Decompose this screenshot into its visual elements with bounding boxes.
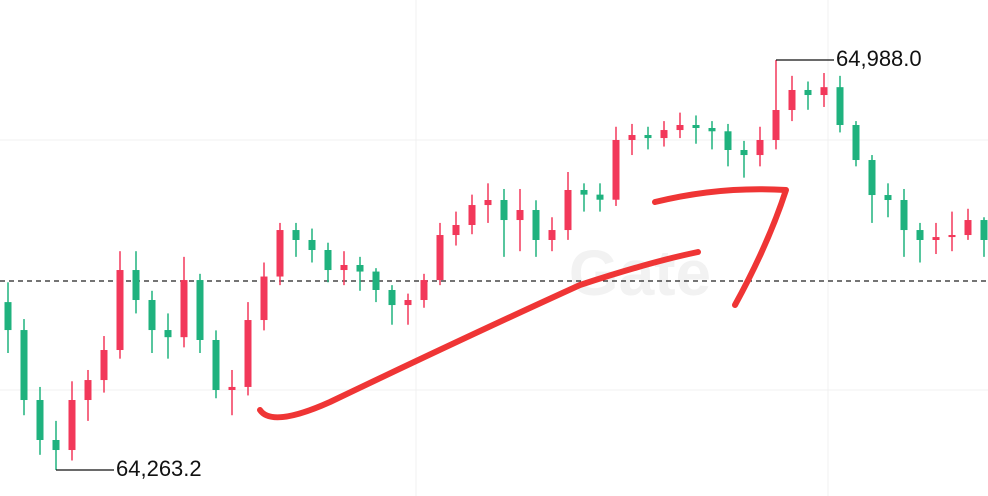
candle-body — [772, 110, 780, 140]
candle-body — [372, 271, 380, 290]
annotation-label: 64,263.2 — [116, 456, 202, 481]
candle-body — [644, 135, 652, 139]
candle-body — [500, 200, 508, 221]
candle-body — [468, 205, 476, 226]
candle-body — [340, 264, 348, 271]
candle-body — [260, 276, 268, 321]
candle-body — [228, 386, 236, 391]
candle-body — [244, 320, 252, 387]
candle-body — [932, 237, 940, 240]
candle-body — [660, 130, 668, 139]
annotation-label: 64,988.0 — [836, 46, 922, 71]
candle-body — [516, 210, 524, 221]
candle-body — [20, 330, 28, 401]
candle-body — [964, 220, 972, 236]
candle-body — [164, 330, 172, 338]
candle-body — [820, 87, 828, 96]
candle-body — [276, 230, 284, 277]
candle-body — [724, 131, 732, 151]
candle-body — [740, 150, 748, 156]
candle-body — [452, 225, 460, 236]
candle-body — [36, 400, 44, 441]
candle-body — [356, 264, 364, 272]
candle-body — [788, 89, 796, 111]
watermark: Gate — [569, 237, 711, 309]
drawn-arrow — [257, 186, 789, 421]
candle-body — [148, 300, 156, 331]
candle-body — [708, 128, 716, 132]
candle-body — [100, 350, 108, 381]
candle-body — [948, 235, 956, 238]
candle-body — [612, 139, 620, 200]
candle-body — [180, 280, 188, 338]
candle-body — [836, 87, 844, 126]
candle-body — [84, 380, 92, 401]
candle-body — [196, 280, 204, 340]
candle-body — [388, 289, 396, 306]
candle-body — [548, 230, 556, 240]
candle-body — [580, 189, 588, 195]
candle-body — [628, 135, 636, 140]
candle-body — [52, 440, 60, 451]
candle-body — [596, 194, 604, 200]
candle-body — [980, 220, 988, 240]
candle-body — [420, 280, 428, 301]
candle-body — [564, 189, 572, 231]
candle-body — [484, 200, 492, 206]
candle-body — [308, 239, 316, 251]
candle-body — [868, 160, 876, 196]
candle-body — [676, 125, 684, 131]
candle-body — [884, 195, 892, 201]
candles — [0, 60, 988, 470]
candle-body — [404, 300, 412, 306]
candle-body — [756, 139, 764, 156]
candle-body — [292, 230, 300, 240]
candle-body — [116, 270, 124, 351]
candle-body — [132, 270, 140, 301]
candle-body — [436, 235, 444, 281]
candle-body — [900, 200, 908, 231]
candle-body — [916, 230, 924, 240]
candle-body — [4, 302, 12, 331]
candle-body — [804, 89, 812, 96]
candle-body — [532, 210, 540, 240]
candle-body — [212, 339, 220, 391]
candle-body — [324, 250, 332, 271]
candle-body — [692, 125, 700, 129]
candle-body — [852, 125, 860, 161]
candle-body — [68, 400, 76, 451]
